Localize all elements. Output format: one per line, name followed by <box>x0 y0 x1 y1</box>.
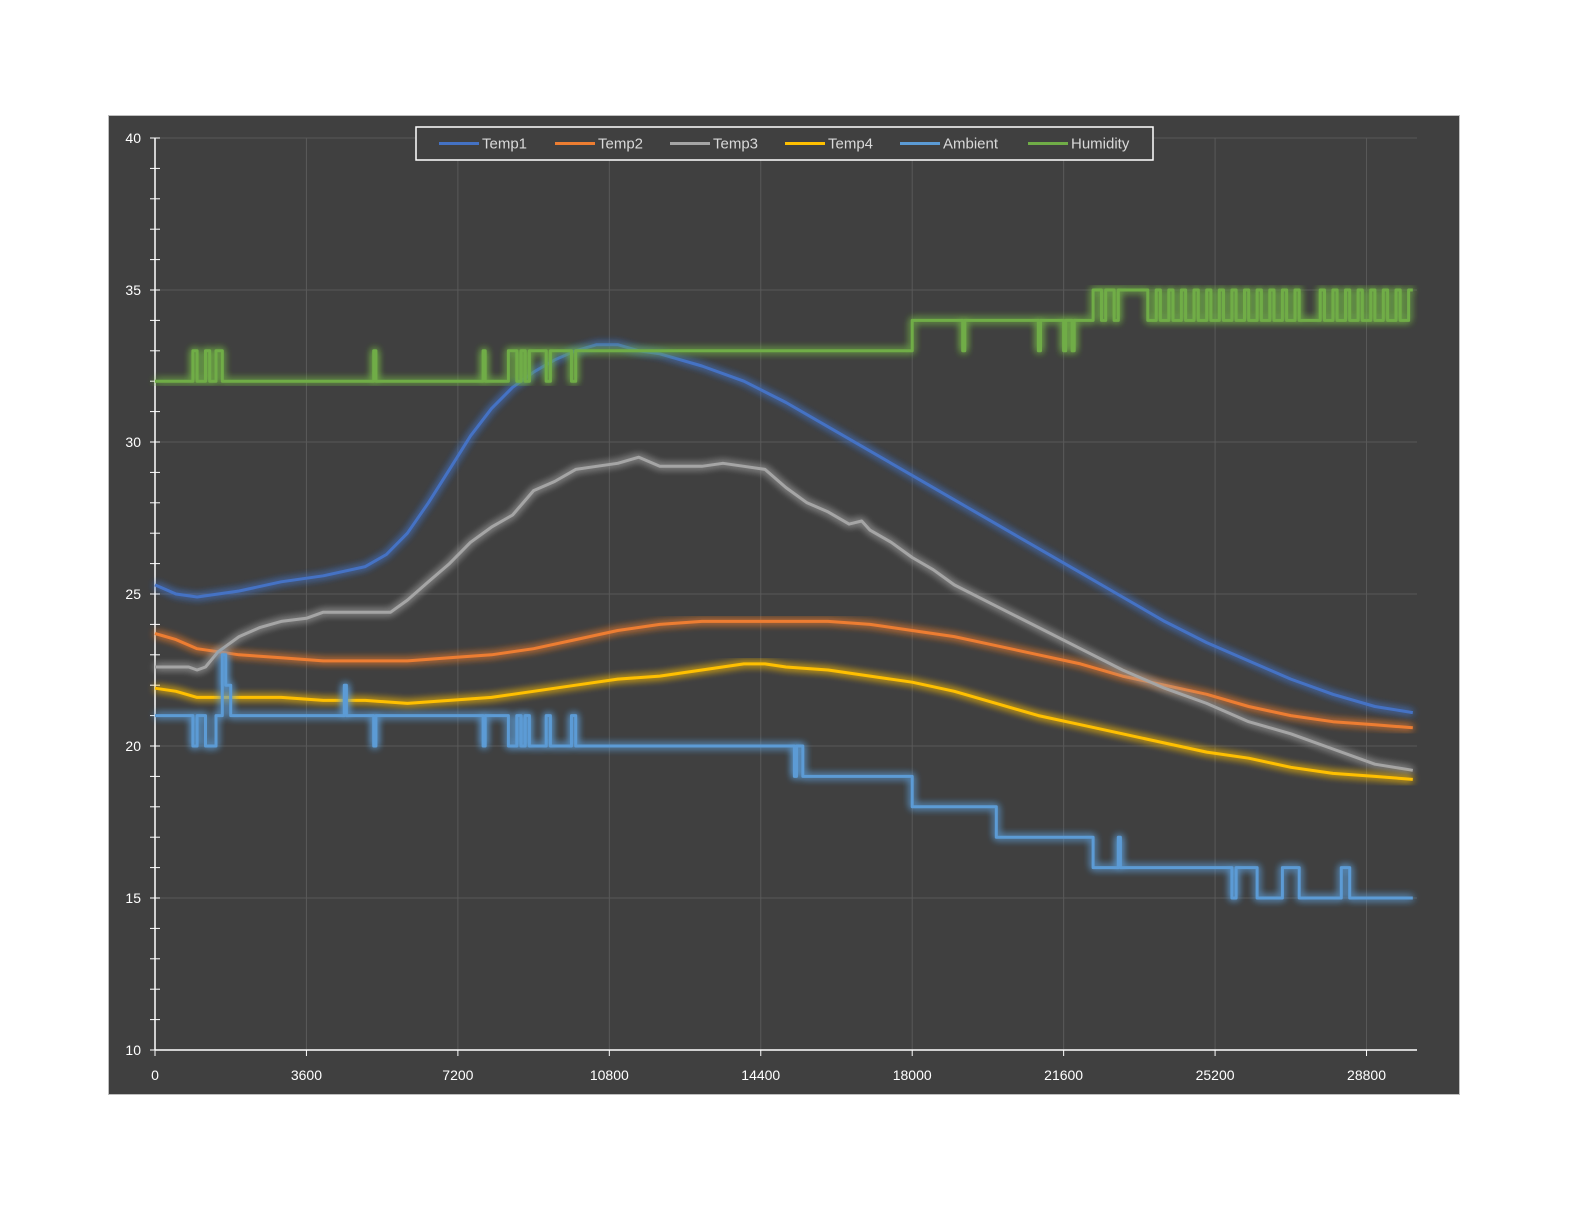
y-tick-label: 25 <box>125 586 141 602</box>
series-line-ambient <box>155 653 1413 900</box>
y-tick-label: 15 <box>125 890 141 906</box>
series-line-temp4 <box>154 662 1413 781</box>
y-tick-label: 20 <box>125 738 141 754</box>
legend-entry-humidity: Humidity <box>1071 136 1130 153</box>
x-tick-label: 21600 <box>1044 1067 1083 1083</box>
legend: Temp1 Temp2 Temp3 Temp4 Ambient Humidity <box>415 126 1154 161</box>
series-line-temp2 <box>154 619 1413 730</box>
gridlines <box>155 137 1417 1050</box>
series-line-temp3 <box>155 455 1414 772</box>
x-tick-label: 0 <box>151 1067 159 1083</box>
series-line-temp1 <box>154 343 1414 715</box>
legend-entry-ambient: Ambient <box>943 136 999 153</box>
y-tick-label: 10 <box>125 1042 141 1058</box>
line-chart: 10 15 20 25 30 35 40 0 3600 7200 10800 14400 18000 21… <box>125 126 1417 1083</box>
series-line-humidity <box>155 288 1413 383</box>
legend-entry-temp4: Temp4 <box>828 136 873 153</box>
x-tick-label: 28800 <box>1347 1067 1386 1083</box>
x-tick-label: 25200 <box>1196 1067 1235 1083</box>
x-tick-label: 10800 <box>590 1067 629 1083</box>
legend-entry-temp1: Temp1 <box>482 136 527 153</box>
y-tick-label: 35 <box>125 282 141 298</box>
x-tick-label: 3600 <box>291 1067 322 1083</box>
legend-entry-temp2: Temp2 <box>598 136 643 153</box>
x-tick-label: 14400 <box>741 1067 780 1083</box>
x-tick-label: 7200 <box>442 1067 473 1083</box>
chart-area: 10 15 20 25 30 35 40 0 3600 7200 10800 14400 18000 21… <box>108 115 1460 1095</box>
x-tick-label: 18000 <box>893 1067 932 1083</box>
y-tick-label: 40 <box>125 130 141 146</box>
y-tick-label: 30 <box>125 434 141 450</box>
series-lines <box>154 288 1414 900</box>
axes: 10 15 20 25 30 35 40 0 3600 7200 10800 14400 18000 21… <box>125 130 1417 1083</box>
legend-entry-temp3: Temp3 <box>713 136 758 153</box>
